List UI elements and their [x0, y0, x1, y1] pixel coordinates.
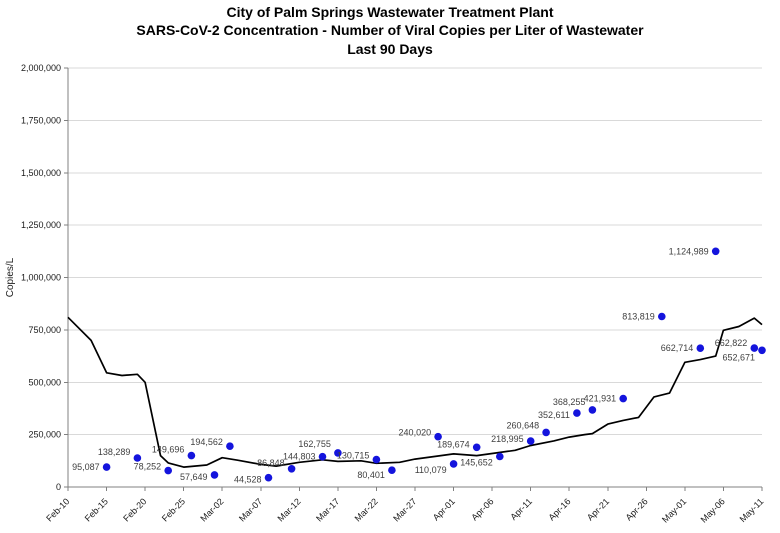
x-tick-label: Apr-21	[585, 496, 611, 522]
data-point-label: 78,252	[134, 462, 162, 472]
data-point	[210, 471, 219, 479]
data-point	[696, 344, 705, 353]
y-tick-label: 2,000,000	[21, 63, 61, 73]
data-point-label: 144,803	[283, 452, 316, 462]
x-tick-label: Mar-02	[198, 496, 225, 523]
x-tick-label: Apr-26	[624, 496, 650, 522]
x-tick-label: May-06	[699, 496, 727, 524]
data-point-label: 130,715	[337, 451, 370, 461]
data-point-label: 162,755	[298, 439, 331, 449]
data-point	[619, 394, 627, 403]
x-tick-label: Feb-15	[83, 496, 110, 523]
chart-title-line1: City of Palm Springs Wastewater Treatmen…	[226, 4, 554, 20]
data-point	[496, 452, 504, 461]
data-point	[287, 465, 296, 473]
x-tick-label: Mar-07	[237, 496, 264, 523]
data-point	[658, 312, 666, 321]
chart-title: City of Palm Springs Wastewater Treatmen…	[0, 3, 780, 58]
data-point-label: 138,289	[98, 447, 131, 457]
data-point	[526, 437, 535, 445]
data-point-label: 57,649	[180, 472, 208, 482]
data-point-label: 662,714	[661, 343, 694, 353]
trend-line	[67, 316, 763, 468]
data-point-label: 86,848	[257, 458, 285, 468]
data-point	[711, 247, 720, 256]
data-point-label: 95,087	[72, 462, 100, 472]
data-point	[334, 449, 342, 457]
data-point	[542, 428, 550, 437]
data-point	[187, 451, 196, 460]
data-point	[434, 432, 442, 441]
data-point-label: 368,255	[553, 397, 586, 407]
x-tick-label: May-11	[738, 496, 766, 524]
x-tick-label: Apr-06	[469, 496, 495, 522]
data-point-label: 652,671	[722, 352, 755, 362]
data-point-label: 813,819	[622, 312, 655, 322]
data-point	[226, 442, 234, 451]
x-tick-label: Mar-27	[391, 496, 418, 523]
data-point	[102, 463, 111, 471]
data-point	[372, 455, 381, 464]
data-point-label: 145,652	[460, 458, 493, 468]
data-point-label: 44,528	[234, 475, 262, 485]
x-tick-label: Mar-12	[276, 496, 303, 523]
x-tick-label: Apr-16	[546, 496, 572, 522]
data-point	[318, 452, 327, 461]
y-tick-label: 1,000,000	[21, 273, 61, 283]
y-tick-label: 500,000	[28, 377, 61, 387]
x-tick-label: Mar-17	[314, 496, 341, 523]
data-point-label: 194,562	[190, 437, 223, 447]
data-point	[588, 406, 597, 414]
data-point	[449, 460, 458, 468]
data-point-label: 260,648	[507, 420, 540, 430]
y-axis-title: Copies/L	[5, 257, 16, 297]
x-tick-label: Apr-11	[508, 496, 534, 522]
data-point-label: 352,611	[538, 410, 570, 420]
chart-title-line3: Last 90 Days	[347, 40, 433, 57]
data-point-label: 149,696	[152, 445, 185, 455]
y-tick-label: 1,750,000	[21, 115, 61, 125]
x-tick-label: Feb-25	[160, 496, 187, 523]
data-point-label: 1,124,989	[669, 246, 709, 256]
x-tick-label: Mar-22	[353, 496, 380, 523]
y-tick-label: 1,500,000	[21, 168, 61, 178]
data-point-label: 421,931	[584, 394, 617, 404]
y-tick-label: 750,000	[28, 325, 61, 335]
data-point	[133, 454, 142, 462]
x-tick-label: Apr-01	[431, 496, 457, 522]
chart-title-line2: SARS-CoV-2 Concentration - Number of Vir…	[136, 22, 644, 39]
data-point	[388, 466, 396, 475]
data-point	[264, 473, 273, 482]
x-tick-label: Feb-10	[44, 496, 71, 523]
data-point-label: 662,822	[715, 338, 748, 348]
data-point-label: 240,020	[399, 428, 432, 438]
data-point	[472, 443, 481, 452]
data-point-label: 189,674	[437, 439, 470, 449]
y-tick-label: 0	[56, 482, 61, 492]
data-point-label: 218,995	[491, 434, 524, 444]
x-tick-label: Feb-20	[121, 496, 148, 523]
y-tick-label: 250,000	[28, 430, 61, 440]
data-point	[758, 346, 766, 355]
data-point	[750, 344, 759, 352]
data-point	[573, 409, 581, 417]
x-tick-label: May-01	[660, 496, 688, 524]
y-tick-label: 1,250,000	[21, 220, 61, 230]
data-point	[164, 466, 172, 475]
data-point-label: 80,401	[357, 470, 385, 480]
data-point-label: 110,079	[415, 465, 447, 475]
